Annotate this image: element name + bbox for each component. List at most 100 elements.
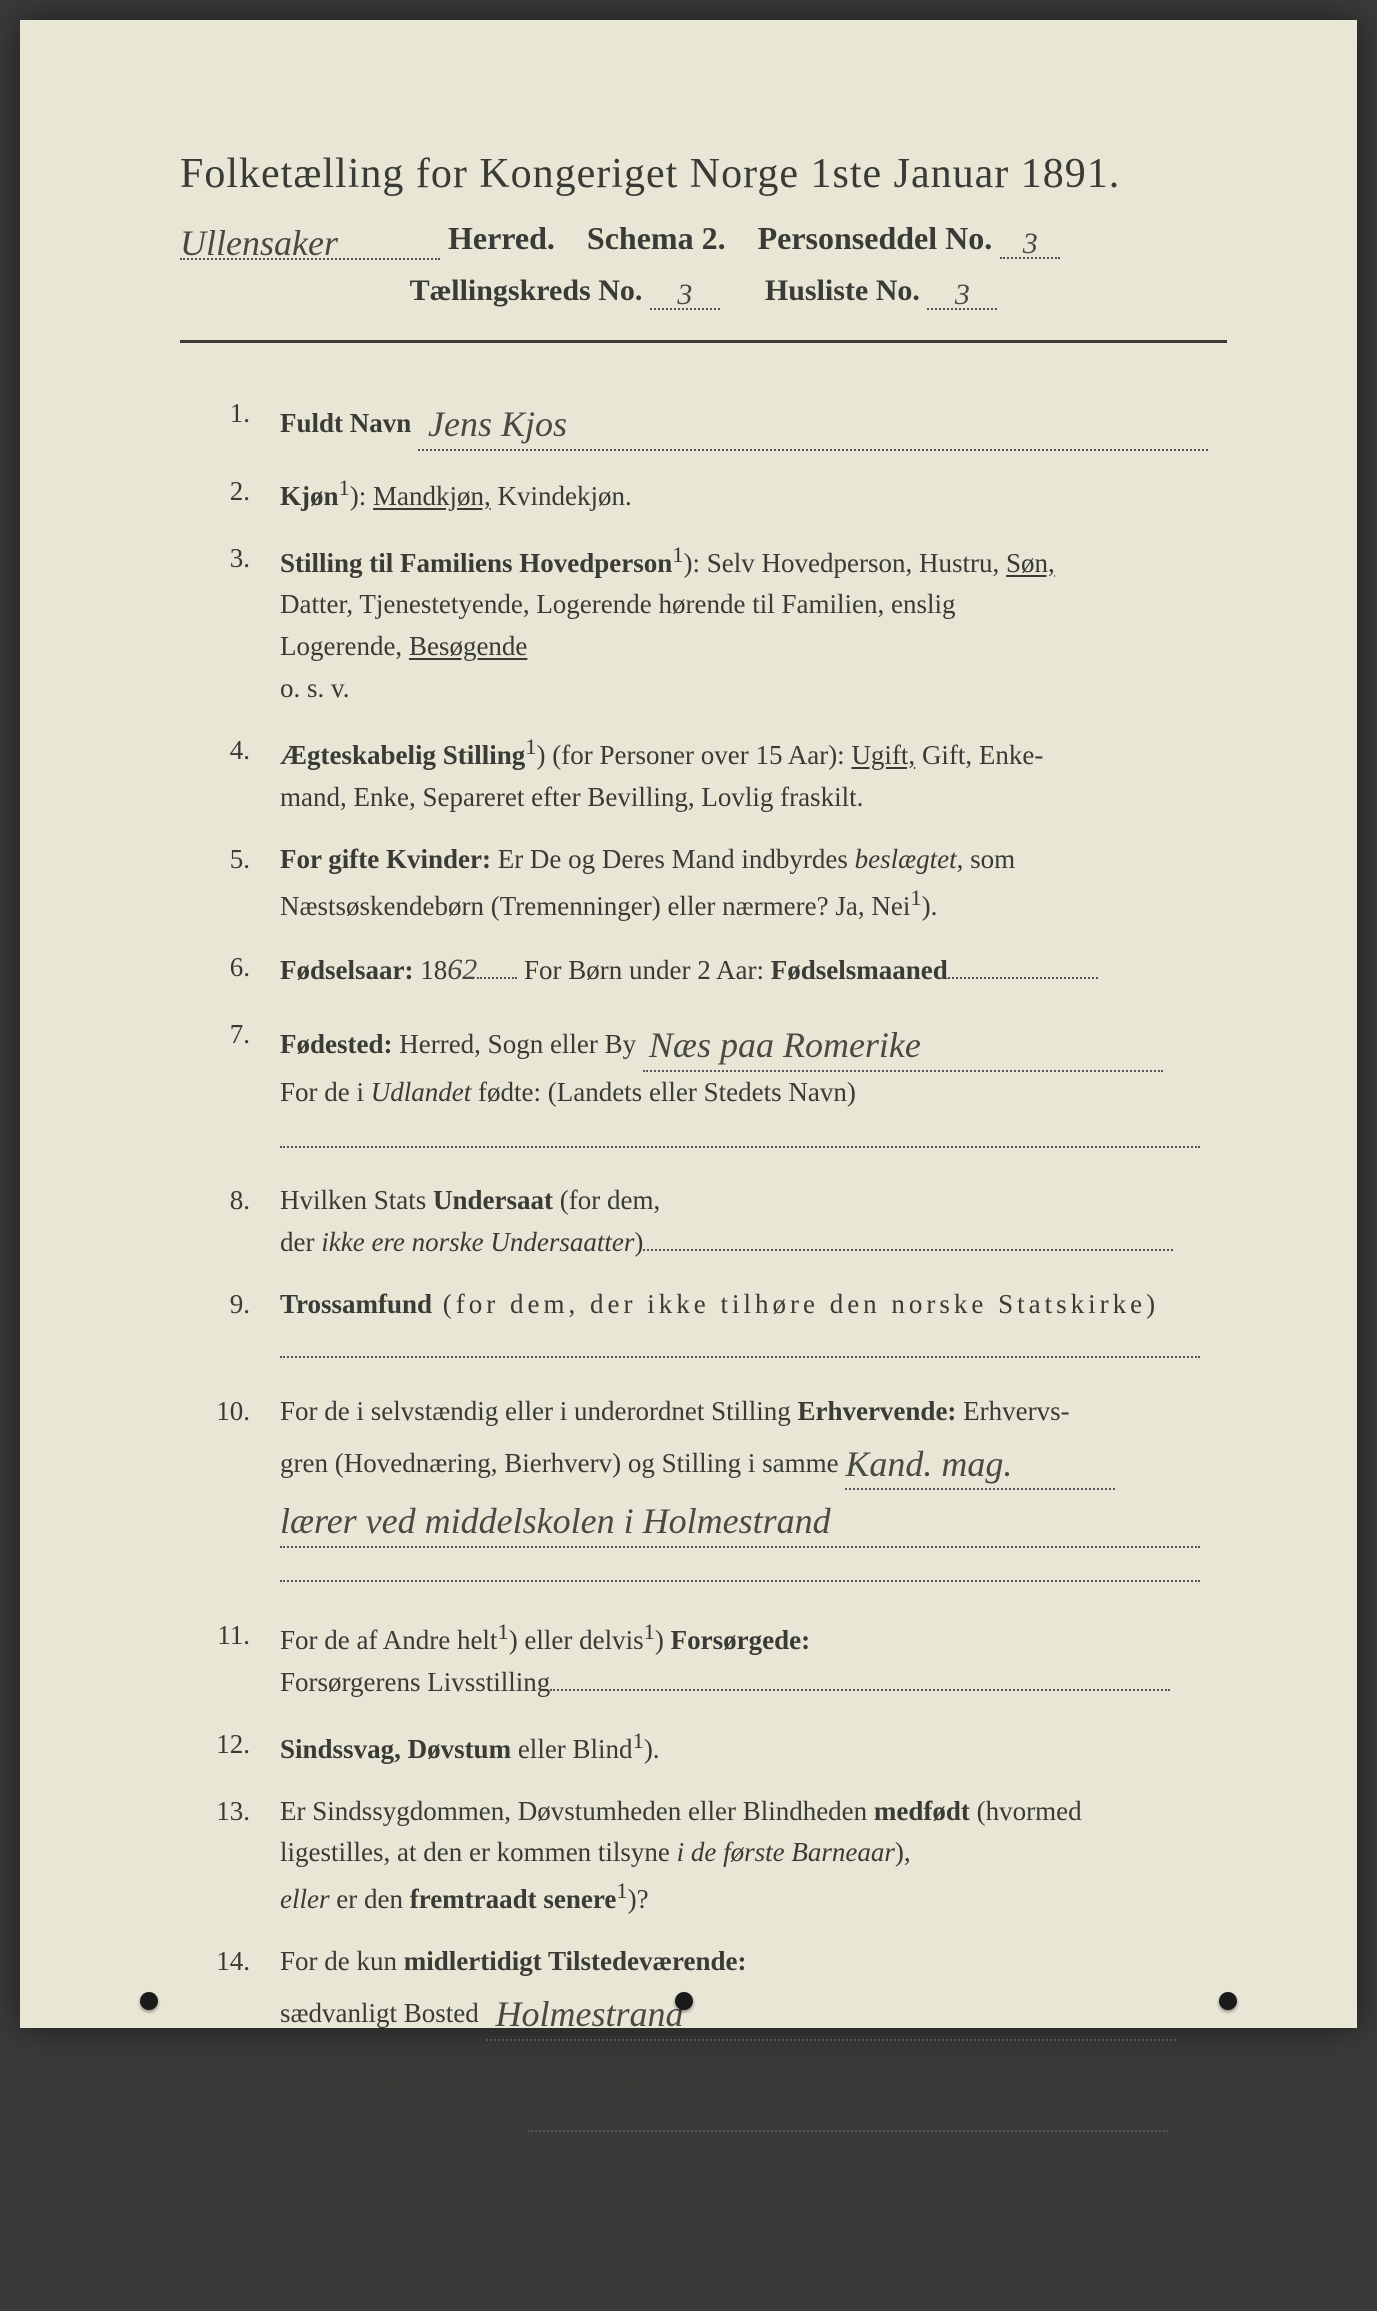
q7-num: 7. bbox=[180, 1014, 280, 1160]
q2-sup: 1 bbox=[339, 475, 350, 500]
footnote-text: ) De for hvert Tilfælde passende Ord und… bbox=[325, 2221, 1052, 2250]
q11-sup2: 1 bbox=[644, 1619, 655, 1644]
q4-paren: (for Personer over 15 Aar): bbox=[546, 740, 852, 770]
q4-ugift: Ugift, bbox=[851, 740, 915, 770]
q11-line1c: ) bbox=[655, 1625, 671, 1655]
q14-label: midlertidigt Tilstedeværende: bbox=[404, 1946, 747, 1976]
q2-opt-kvinde: Kvindekjøn. bbox=[491, 481, 632, 511]
q14-num: 14. bbox=[180, 1941, 280, 2041]
q13-end: )? bbox=[628, 1884, 649, 1914]
question-list: 1. Fuldt Navn Jens Kjos 2. Kjøn1): Mandk… bbox=[180, 393, 1227, 2144]
q12-body: Sindssvag, Døvstum eller Blind1). bbox=[280, 1724, 1227, 1771]
q13-row: 13. Er Sindssygdommen, Døvstumheden elle… bbox=[180, 1791, 1227, 1922]
q10-row: 10. For de i selvstændig eller i underor… bbox=[180, 1391, 1227, 1595]
q10-line2: gren (Hovednæring, Bierhverv) og Stillin… bbox=[280, 1448, 839, 1478]
q9-num: 9. bbox=[180, 1284, 280, 1371]
q2-row: 2. Kjøn1): Mandkjøn, Kvindekjøn. bbox=[180, 471, 1227, 518]
q9-body: Trossamfund (for dem, der ikke tilhøre d… bbox=[280, 1284, 1227, 1371]
q5-end: ). bbox=[922, 891, 938, 921]
q10-body: For de i selvstændig eller i underordnet… bbox=[280, 1391, 1227, 1595]
q9-label: Trossamfund bbox=[280, 1289, 432, 1319]
divider-top bbox=[180, 340, 1227, 343]
q6-body: Fødselsaar: 1862 For Børn under 2 Aar: F… bbox=[280, 947, 1227, 994]
q6-label2: Fødselsmaaned bbox=[771, 955, 948, 985]
q15-line1: For de bbox=[280, 2066, 357, 2096]
q12-end: ). bbox=[644, 1734, 660, 1764]
q3-label: Stilling til Familiens Hovedperson bbox=[280, 548, 672, 578]
q11-num: 11. bbox=[180, 1615, 280, 1704]
q8-line1b: (for dem, bbox=[553, 1185, 660, 1215]
q14-line2: sædvanligt Bosted bbox=[280, 1998, 479, 2028]
q1-value: Jens Kjos bbox=[418, 404, 567, 444]
q6-row: 6. Fødselsaar: 1862 For Børn under 2 Aar… bbox=[180, 947, 1227, 994]
taellingskreds-no: 3 bbox=[677, 278, 692, 311]
q8-em: ikke ere norske Undersaatter bbox=[321, 1227, 634, 1257]
q13-sup: 1 bbox=[616, 1878, 627, 1903]
herred-value: Ullensaker bbox=[180, 223, 338, 263]
footnote: 1) De for hvert Tilfælde passende Ord un… bbox=[310, 2215, 1227, 2251]
q4-row: 4. Ægteskabelig Stilling1) (for Personer… bbox=[180, 730, 1227, 819]
q13-b2: fremtraadt senere bbox=[410, 1884, 617, 1914]
q7-line2a: For de i bbox=[280, 1077, 371, 1107]
q1-body: Fuldt Navn Jens Kjos bbox=[280, 393, 1227, 451]
q1-row: 1. Fuldt Navn Jens Kjos bbox=[180, 393, 1227, 451]
q7-body: Fødested: Herred, Sogn eller By Næs paa … bbox=[280, 1014, 1227, 1160]
husliste-label: Husliste No. bbox=[765, 274, 920, 307]
q3-body: Stilling til Familiens Hovedperson1): Se… bbox=[280, 538, 1227, 710]
q10-label: Erhvervende: bbox=[797, 1396, 956, 1426]
q12-text: eller Blind bbox=[511, 1734, 632, 1764]
q1-num: 1. bbox=[180, 393, 280, 451]
husliste-no: 3 bbox=[955, 278, 970, 311]
q3-line1a: Selv Hovedperson, Hustru, bbox=[707, 548, 1006, 578]
q13-body: Er Sindssygdommen, Døvstumheden eller Bl… bbox=[280, 1791, 1227, 1922]
q4-optb: Gift, Enke- bbox=[915, 740, 1043, 770]
q15-body: For de midlertidigt Fraværende: antageli… bbox=[280, 2061, 1227, 2145]
q15-label: midlertidigt Fraværende: bbox=[357, 2066, 651, 2096]
q10-value2: lærer ved middelskolen i Holmestrand bbox=[280, 1501, 831, 1541]
q5-em: beslægtet bbox=[855, 844, 957, 874]
q8-row: 8. Hvilken Stats Undersaat (for dem, der… bbox=[180, 1180, 1227, 1264]
q4-label: Ægteskabelig Stilling bbox=[280, 740, 525, 770]
q3-line3a: Logerende, bbox=[280, 631, 409, 661]
main-title: Folketælling for Kongeriget Norge 1ste J… bbox=[180, 150, 1227, 198]
q3-son: Søn, bbox=[1006, 548, 1055, 578]
q12-row: 12. Sindssvag, Døvstum eller Blind1). bbox=[180, 1724, 1227, 1771]
q13-line1b: (hvormed bbox=[970, 1796, 1082, 1826]
q7-line1: Herred, Sogn eller By bbox=[392, 1029, 636, 1059]
q4-sup: 1 bbox=[525, 734, 536, 759]
q5-line2: Næstsøskendebørn (Tremenninger) eller næ… bbox=[280, 891, 910, 921]
q14-row: 14. For de kun midlertidigt Tilstedevære… bbox=[180, 1941, 1227, 2041]
q4-body: Ægteskabelig Stilling1) (for Personer ov… bbox=[280, 730, 1227, 819]
q8-label: Undersaat bbox=[433, 1185, 553, 1215]
q7-label: Fødested: bbox=[280, 1029, 392, 1059]
q1-label: Fuldt Navn bbox=[280, 408, 411, 438]
q2-opt-mand: Mandkjøn, bbox=[373, 481, 491, 511]
q9-text: (for dem, der ikke tilhøre den norske St… bbox=[432, 1289, 1159, 1319]
q8-line2b: ) bbox=[634, 1227, 643, 1257]
q11-sup1: 1 bbox=[497, 1619, 508, 1644]
herred-label: Herred. bbox=[448, 220, 555, 256]
q7-line2b: fødte: (Landets eller Stedets Navn) bbox=[471, 1077, 856, 1107]
content-area: Folketælling for Kongeriget Norge 1ste J… bbox=[20, 20, 1357, 2311]
q10-line1a: For de i selvstændig eller i underordnet… bbox=[280, 1396, 797, 1426]
q12-sup: 1 bbox=[633, 1728, 644, 1753]
pin-right bbox=[1219, 1992, 1237, 2010]
q7-em: Udlandet bbox=[371, 1077, 472, 1107]
q13-line3a: eller bbox=[280, 1884, 329, 1914]
q8-line2a: der bbox=[280, 1227, 321, 1257]
q10-value1: Kand. mag. bbox=[845, 1444, 1012, 1484]
header-line-3: Tællingskreds No. 3 Husliste No. 3 bbox=[180, 274, 1227, 310]
q14-body: For de kun midlertidigt Tilstedeværende:… bbox=[280, 1941, 1227, 2041]
q6-prefix: 18 bbox=[413, 955, 447, 985]
q11-line1a: For de af Andre helt bbox=[280, 1625, 497, 1655]
q11-row: 11. For de af Andre helt1) eller delvis1… bbox=[180, 1615, 1227, 1704]
q3-line2: Datter, Tjenestetyende, Logerende hørend… bbox=[280, 589, 955, 619]
q13-num: 13. bbox=[180, 1791, 280, 1922]
q11-label: Forsørgede: bbox=[671, 1625, 810, 1655]
schema-label: Schema 2. bbox=[587, 220, 726, 256]
footnote-sup: 1 bbox=[310, 2215, 325, 2239]
pin-left bbox=[140, 1992, 158, 2010]
q13-line2b: ), bbox=[895, 1837, 911, 1867]
q9-row: 9. Trossamfund (for dem, der ikke tilhør… bbox=[180, 1284, 1227, 1371]
q4-num: 4. bbox=[180, 730, 280, 819]
